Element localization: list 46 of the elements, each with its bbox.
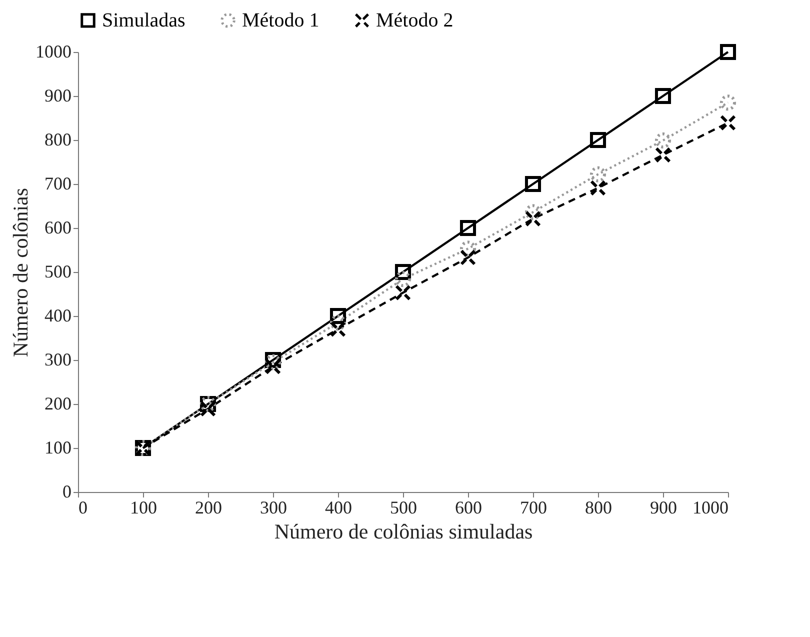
y-tick-label: 600 xyxy=(44,218,72,238)
point xyxy=(524,210,542,227)
point xyxy=(460,240,476,257)
point xyxy=(720,114,736,131)
point xyxy=(330,308,346,324)
y-tick-label: 700 xyxy=(44,174,72,194)
y-tick-label: 0 xyxy=(62,482,72,502)
y-tick-label: 200 xyxy=(44,394,72,414)
x-tick-label: 100 xyxy=(130,498,157,518)
x-tick-label: 0 xyxy=(78,498,88,518)
point xyxy=(394,264,412,280)
legend-label: Simuladas xyxy=(102,9,186,32)
y-tick-label: 300 xyxy=(44,350,72,370)
x-tick-label: 900 xyxy=(650,498,677,518)
y-tick-label: 900 xyxy=(44,86,72,106)
point xyxy=(524,204,542,220)
point xyxy=(590,132,606,148)
x-tick-label: 1000 xyxy=(692,498,728,518)
point xyxy=(330,314,346,331)
point xyxy=(654,88,672,104)
point xyxy=(394,284,412,301)
x-tick-label: 700 xyxy=(520,498,547,518)
x-tick-label: 400 xyxy=(325,498,352,518)
point xyxy=(460,249,476,266)
y-tick-label: 1000 xyxy=(36,42,72,62)
x-tick-label: 500 xyxy=(390,498,417,518)
x-tick-label: 800 xyxy=(585,498,612,518)
point xyxy=(460,220,476,236)
point xyxy=(720,44,736,60)
legend-label: Método 2 xyxy=(376,9,454,32)
x-axis-title: Número de colônias simuladas xyxy=(274,520,533,544)
point xyxy=(720,94,736,111)
x-tick-label: 300 xyxy=(260,498,287,518)
y-tick-label: 500 xyxy=(44,262,72,282)
y-tick-label: 800 xyxy=(44,130,72,150)
x-tick-label: 600 xyxy=(455,498,482,518)
legend-label: Método 1 xyxy=(242,9,320,32)
point xyxy=(590,180,606,196)
x-tick-label: 200 xyxy=(195,498,222,518)
point xyxy=(654,132,672,148)
point xyxy=(524,176,542,192)
y-axis-title: Número de colônias xyxy=(8,188,32,358)
y-tick-label: 100 xyxy=(44,438,72,458)
point xyxy=(394,271,412,288)
y-tick-label: 400 xyxy=(44,306,72,326)
point xyxy=(590,166,606,182)
